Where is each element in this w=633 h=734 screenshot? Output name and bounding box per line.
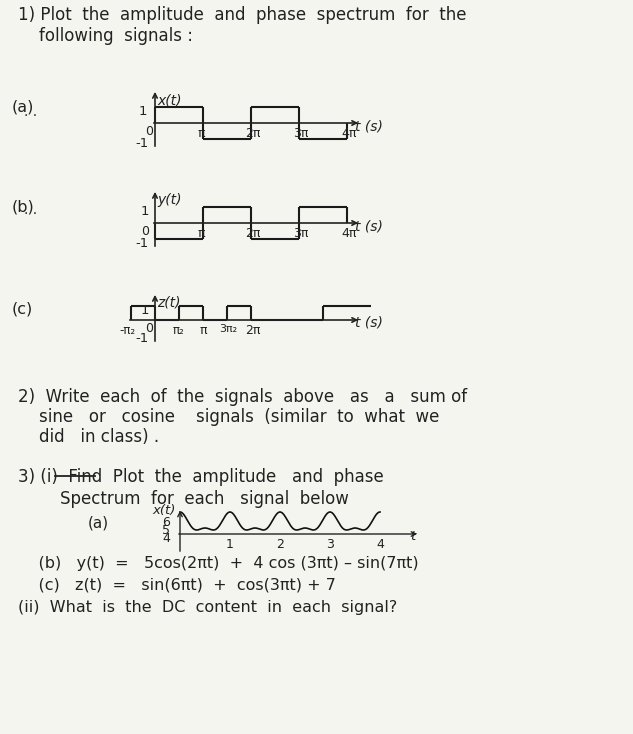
Text: did   in class) .: did in class) . bbox=[18, 428, 159, 446]
Text: -π₂: -π₂ bbox=[119, 324, 135, 337]
Text: 3π: 3π bbox=[293, 127, 308, 140]
Text: y(t): y(t) bbox=[157, 193, 182, 207]
Text: . .: . . bbox=[24, 105, 37, 119]
Text: following  signals :: following signals : bbox=[18, 27, 193, 45]
Text: (a): (a) bbox=[12, 100, 34, 115]
Text: (c): (c) bbox=[12, 301, 34, 316]
Text: x(t): x(t) bbox=[152, 504, 175, 517]
Text: Spectrum  for  each   signal  below: Spectrum for each signal below bbox=[18, 490, 349, 508]
Text: 6: 6 bbox=[162, 516, 170, 529]
Text: 2: 2 bbox=[276, 538, 284, 551]
Text: (b)   y(t)  =   5cos(2πt)  +  4 cos (3πt) – sin(7πt): (b) y(t) = 5cos(2πt) + 4 cos (3πt) – sin… bbox=[18, 556, 418, 571]
Text: t (s): t (s) bbox=[355, 219, 383, 233]
Text: 3π: 3π bbox=[293, 227, 308, 240]
Text: 1: 1 bbox=[139, 105, 147, 118]
Text: 2π: 2π bbox=[245, 127, 260, 140]
Text: 1: 1 bbox=[141, 304, 149, 317]
Text: t: t bbox=[410, 530, 415, 543]
Text: t (s): t (s) bbox=[355, 119, 383, 133]
Text: x(t): x(t) bbox=[157, 93, 182, 107]
Text: 4π: 4π bbox=[341, 127, 356, 140]
Text: 1: 1 bbox=[141, 205, 149, 218]
Text: . .: . . bbox=[24, 203, 37, 217]
Text: 1) Plot  the  amplitude  and  phase  spectrum  for  the: 1) Plot the amplitude and phase spectrum… bbox=[18, 6, 467, 24]
Text: -1: -1 bbox=[135, 137, 148, 150]
Text: (c)   z(t)  =   sin(6πt)  +  cos(3πt) + 7: (c) z(t) = sin(6πt) + cos(3πt) + 7 bbox=[18, 578, 336, 593]
Text: sine   or   cosine    signals  (similar  to  what  we: sine or cosine signals (similar to what … bbox=[18, 408, 439, 426]
Text: 4π: 4π bbox=[341, 227, 356, 240]
Text: π: π bbox=[197, 227, 204, 240]
Text: 3) (i)  Find  Plot  the  amplitude   and  phase: 3) (i) Find Plot the amplitude and phase bbox=[18, 468, 384, 486]
Text: 4: 4 bbox=[162, 532, 170, 545]
Text: 2π: 2π bbox=[245, 227, 260, 240]
Text: z(t): z(t) bbox=[157, 295, 180, 309]
Text: 3π₂: 3π₂ bbox=[219, 324, 237, 334]
Text: (b): (b) bbox=[12, 200, 35, 215]
Text: -1: -1 bbox=[135, 332, 148, 345]
Text: 2)  Write  each  of  the  signals  above   as   a   sum of: 2) Write each of the signals above as a … bbox=[18, 388, 467, 406]
Text: π: π bbox=[197, 127, 204, 140]
Text: (ii)  What  is  the  DC  content  in  each  signal?: (ii) What is the DC content in each sign… bbox=[18, 600, 398, 615]
Text: 2π: 2π bbox=[245, 324, 260, 337]
Text: 0: 0 bbox=[145, 125, 153, 138]
Text: 4: 4 bbox=[376, 538, 384, 551]
Text: 3: 3 bbox=[326, 538, 334, 551]
Text: π: π bbox=[199, 324, 206, 337]
Text: t (s): t (s) bbox=[355, 316, 383, 330]
Text: 0: 0 bbox=[141, 225, 149, 238]
Text: 0: 0 bbox=[145, 322, 153, 335]
Text: 1: 1 bbox=[226, 538, 234, 551]
Text: 5: 5 bbox=[162, 524, 170, 537]
Text: (a): (a) bbox=[88, 516, 109, 531]
Text: π₂: π₂ bbox=[173, 324, 185, 337]
Text: -1: -1 bbox=[135, 237, 148, 250]
